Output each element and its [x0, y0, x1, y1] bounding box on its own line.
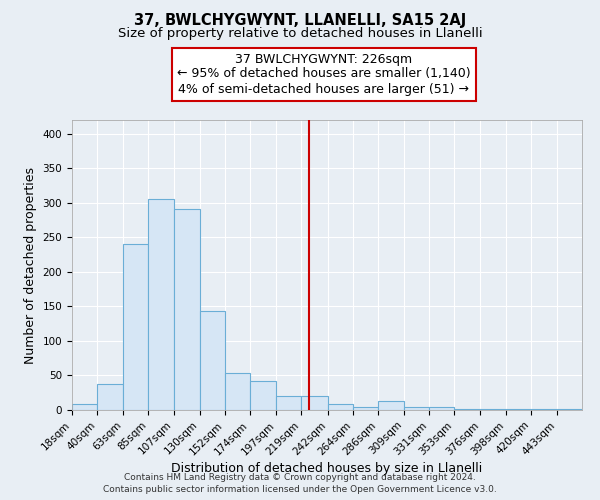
Bar	[378, 401, 404, 410]
Bar	[429, 407, 454, 410]
Bar	[276, 396, 301, 410]
Bar	[353, 406, 378, 410]
Bar	[148, 200, 173, 410]
Text: Size of property relative to detached houses in Llanelli: Size of property relative to detached ho…	[118, 28, 482, 40]
Bar	[124, 244, 148, 410]
Text: Contains HM Land Registry data © Crown copyright and database right 2024.: Contains HM Land Registry data © Crown c…	[124, 473, 476, 482]
Bar	[404, 407, 429, 410]
Bar	[481, 408, 506, 410]
Bar	[97, 384, 124, 410]
Bar	[454, 408, 481, 410]
Bar	[301, 396, 328, 410]
Bar	[225, 372, 250, 410]
Bar	[250, 381, 276, 410]
Text: 37, BWLCHYGWYNT, LLANELLI, SA15 2AJ: 37, BWLCHYGWYNT, LLANELLI, SA15 2AJ	[134, 12, 466, 28]
Bar	[72, 404, 97, 410]
Text: Contains public sector information licensed under the Open Government Licence v3: Contains public sector information licen…	[103, 484, 497, 494]
Bar	[200, 310, 225, 410]
Y-axis label: Number of detached properties: Number of detached properties	[24, 166, 37, 364]
X-axis label: Distribution of detached houses by size in Llanelli: Distribution of detached houses by size …	[172, 462, 482, 475]
Bar	[173, 209, 200, 410]
Bar	[328, 404, 353, 410]
Text: 37 BWLCHYGWYNT: 226sqm
← 95% of detached houses are smaller (1,140)
4% of semi-d: 37 BWLCHYGWYNT: 226sqm ← 95% of detached…	[177, 52, 471, 96]
